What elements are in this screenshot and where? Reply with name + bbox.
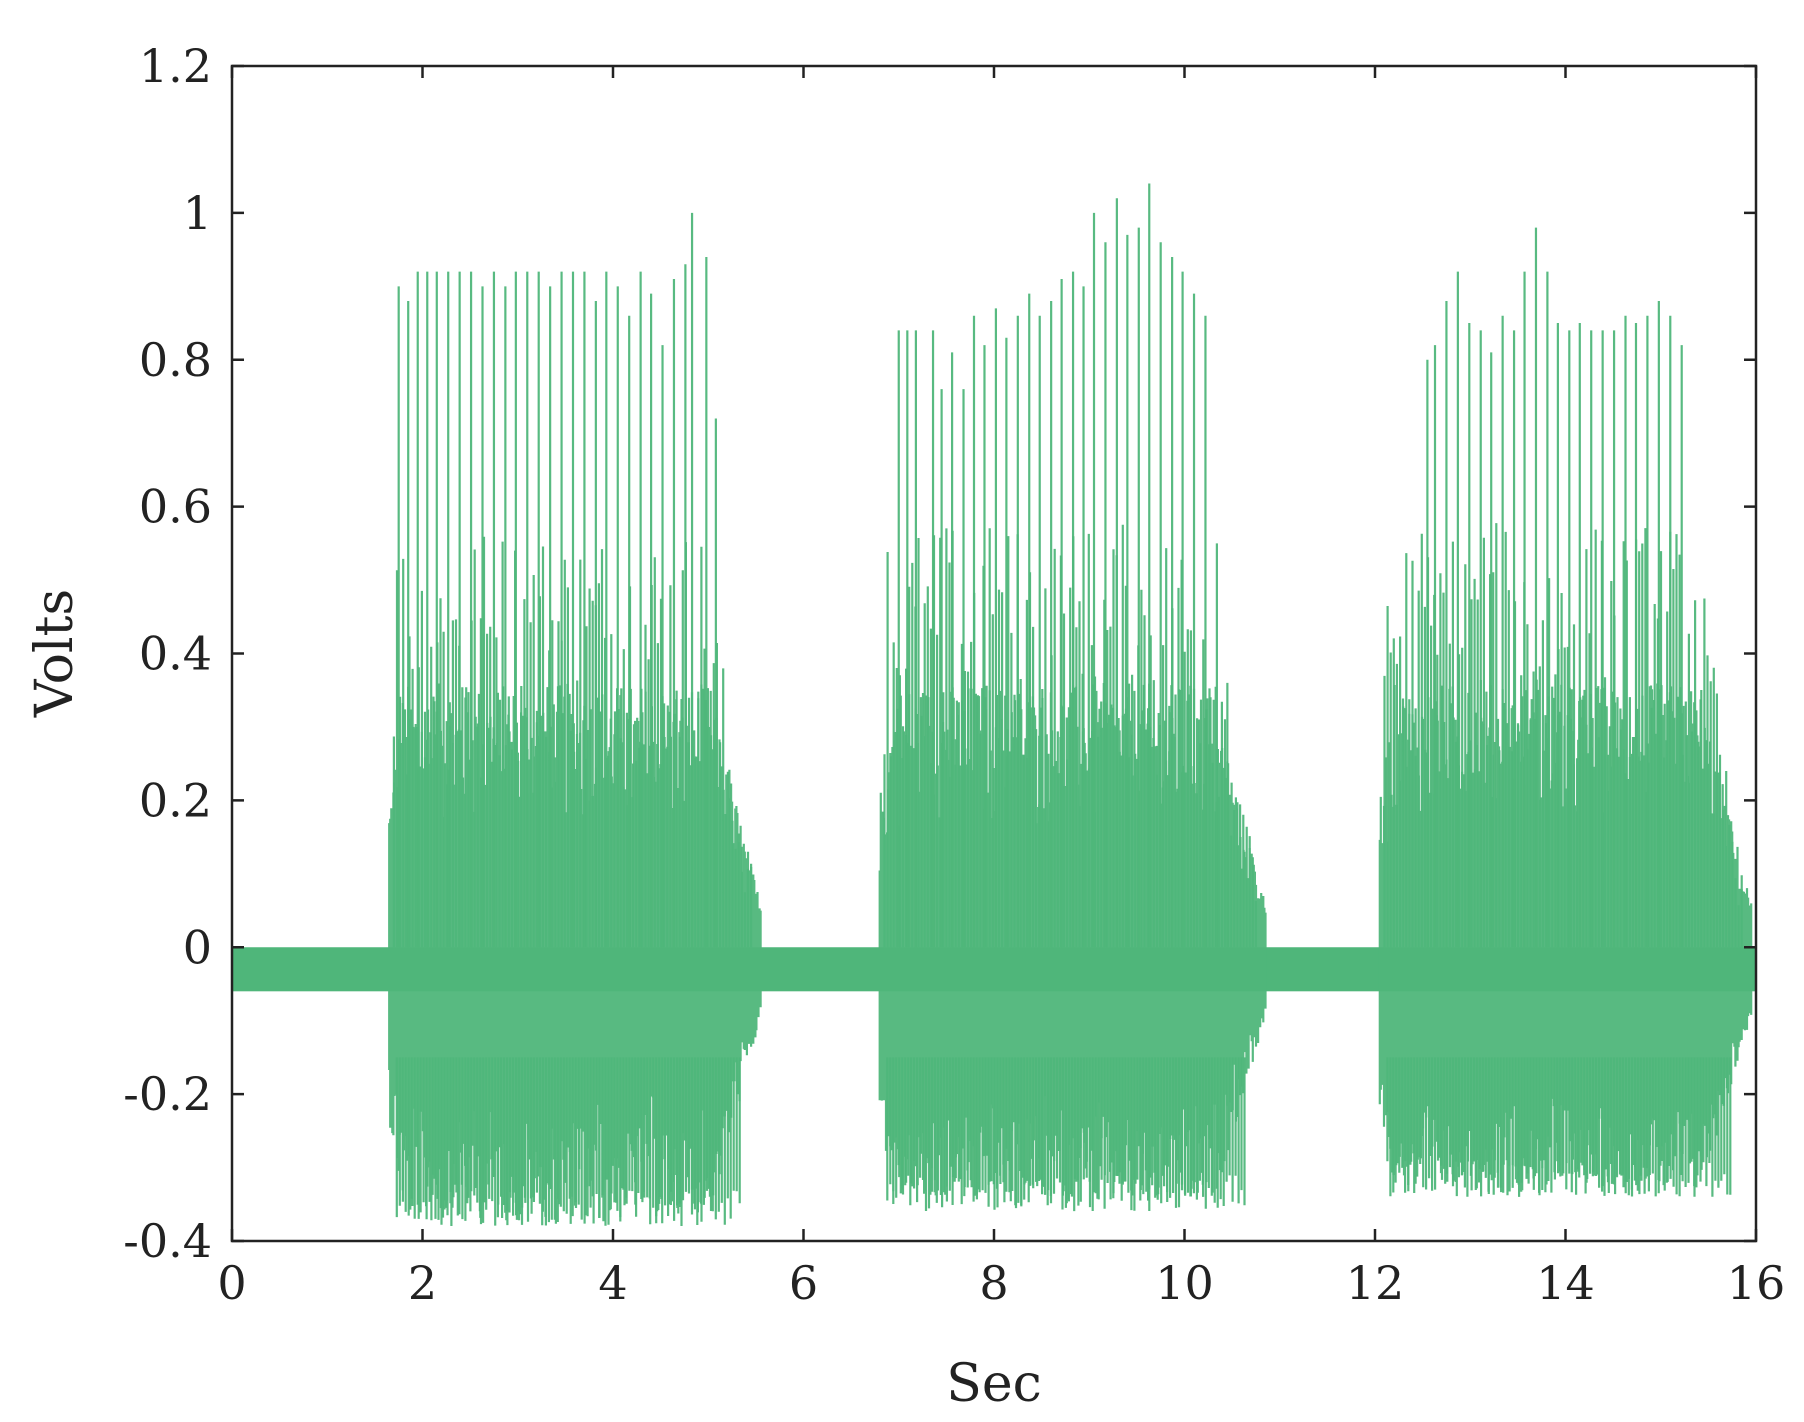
x-tick-label: 16 xyxy=(1727,1256,1786,1310)
signal-burst-troughs xyxy=(886,1057,1246,1211)
y-tick-label: 0.6 xyxy=(139,480,212,534)
x-tick-label: 6 xyxy=(789,1256,818,1310)
signal-burst-troughs xyxy=(395,1057,741,1226)
y-tick-label: -0.4 xyxy=(123,1214,212,1268)
x-tick-label: 14 xyxy=(1536,1256,1595,1310)
x-tick-label: 12 xyxy=(1346,1256,1405,1310)
x-tick-label: 0 xyxy=(217,1256,246,1310)
y-tick-label: 1.2 xyxy=(139,39,212,93)
signal-burst xyxy=(388,212,762,1226)
tick-labels: 0 2 4 6 8 10 12 14 16 -0.4 -0.2 0 0.2 0.4 0.6 0.8 1 1.2 xyxy=(123,39,1785,1310)
x-tick-label: 4 xyxy=(598,1256,627,1310)
ticks xyxy=(230,64,1758,1243)
signal-burst-peaks xyxy=(883,524,1257,948)
plot-area xyxy=(232,183,1756,1226)
y-tick-label: -0.2 xyxy=(123,1067,212,1121)
y-tick-label: 0.2 xyxy=(139,773,212,827)
y-tick-label: 0 xyxy=(183,920,212,974)
signal-burst xyxy=(1378,227,1753,1197)
x-axis-label: Sec xyxy=(946,1354,1042,1414)
signal-burst xyxy=(878,183,1267,1212)
y-tick-label: 0.4 xyxy=(139,627,212,681)
y-axis-label: Volts xyxy=(25,589,85,718)
x-tick-label: 10 xyxy=(1155,1256,1214,1310)
y-tick-label: 0.8 xyxy=(139,333,212,387)
x-tick-label: 8 xyxy=(979,1256,1008,1310)
signal-burst-troughs xyxy=(1386,1057,1732,1197)
y-tick-label: 1 xyxy=(183,186,212,240)
x-tick-label: 2 xyxy=(408,1256,437,1310)
